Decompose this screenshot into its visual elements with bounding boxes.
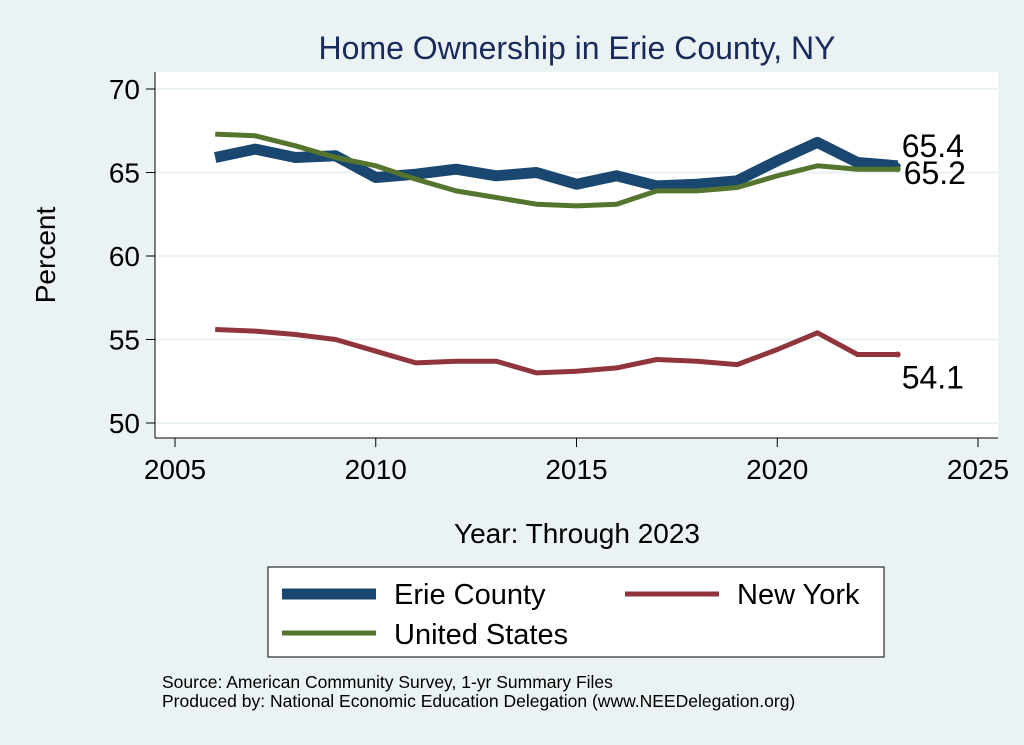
y-axis-ticks: 50 55 60 65 70 bbox=[109, 74, 155, 439]
y-tick-label-55: 55 bbox=[109, 325, 140, 356]
grid-lines bbox=[155, 88, 998, 424]
legend-label-new-york: New York bbox=[737, 579, 860, 611]
y-axis-label: Percent bbox=[30, 207, 61, 304]
legend-label-united-states: United States bbox=[394, 619, 568, 651]
end-label-new-york: 54.1 bbox=[902, 360, 964, 396]
legend: Erie County New York United States bbox=[267, 566, 885, 658]
x-axis-ticks: 2005 2010 2015 2020 2025 bbox=[144, 438, 1009, 485]
legend-label-erie-county: Erie County bbox=[394, 579, 546, 611]
end-label-erie-county: 65.4 bbox=[902, 128, 964, 164]
x-tick-label-2010: 2010 bbox=[345, 454, 407, 485]
y-tick-label-50: 50 bbox=[109, 408, 140, 439]
chart-title: Home Ownership in Erie County, NY bbox=[319, 30, 836, 66]
series-line-new-york bbox=[215, 327, 898, 376]
x-tick-label-2020: 2020 bbox=[746, 454, 808, 485]
series-lines bbox=[214, 131, 901, 376]
source-note: Source: American Community Survey, 1-yr … bbox=[162, 672, 613, 692]
y-tick-label-70: 70 bbox=[109, 74, 140, 105]
x-axis-label: Year: Through 2023 bbox=[454, 518, 700, 549]
series-end-point-new-york bbox=[894, 351, 901, 358]
y-tick-label-60: 60 bbox=[109, 241, 140, 272]
x-tick-label-2015: 2015 bbox=[545, 454, 607, 485]
end-labels: 65.4 54.1 65.2 bbox=[902, 128, 966, 396]
x-tick-label-2025: 2025 bbox=[947, 454, 1009, 485]
producer-note: Produced by: National Economic Education… bbox=[162, 691, 796, 711]
series-line-united-states bbox=[215, 131, 898, 209]
x-tick-label-2005: 2005 bbox=[144, 454, 206, 485]
end-label-united-states: 65.2 bbox=[904, 155, 966, 191]
y-tick-label-65: 65 bbox=[109, 158, 140, 189]
legend-box bbox=[267, 566, 885, 658]
series-end-point-united-states bbox=[894, 166, 901, 173]
